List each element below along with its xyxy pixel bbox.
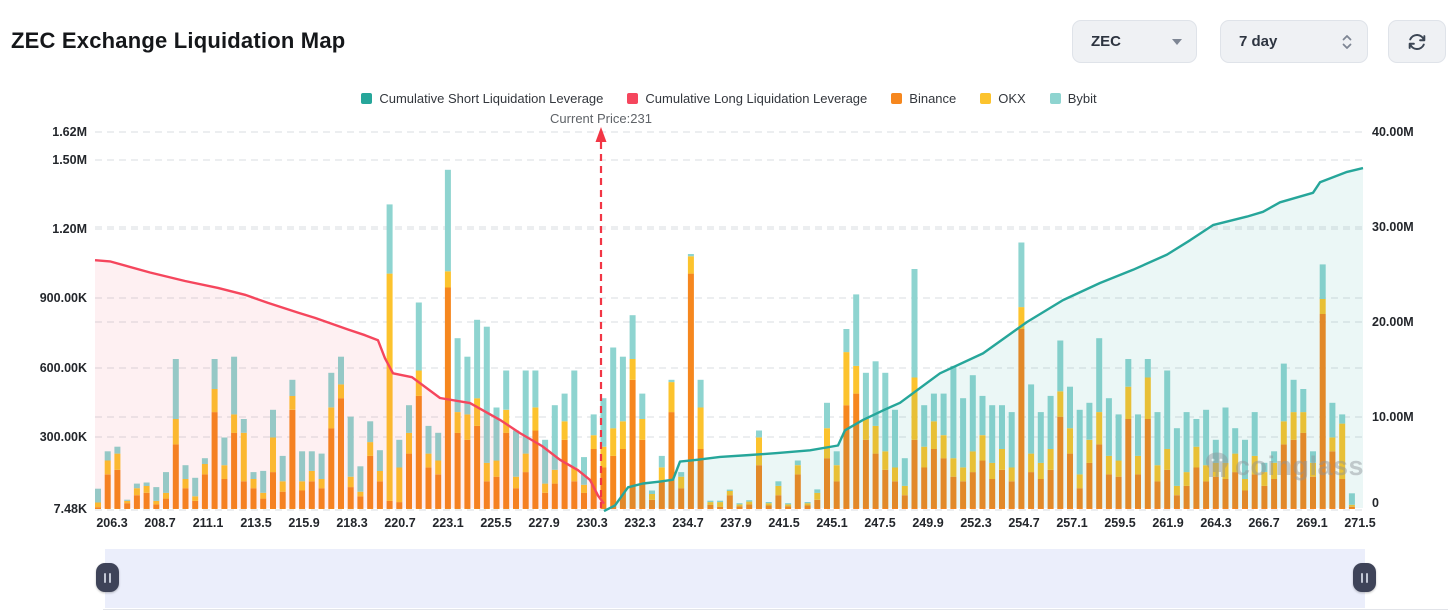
- brush-divider: [103, 609, 1448, 610]
- svg-text:218.3: 218.3: [336, 516, 367, 530]
- refresh-icon: [1406, 31, 1428, 53]
- svg-text:261.9: 261.9: [1152, 516, 1183, 530]
- svg-text:271.5: 271.5: [1344, 516, 1375, 530]
- svg-text:1.50M: 1.50M: [52, 153, 87, 167]
- brush-track[interactable]: [105, 549, 1365, 608]
- liquidation-chart-plot[interactable]: Current Price:231 1.62M 1.50M 1.20M 900.00K 6…: [0, 0, 1456, 545]
- svg-text:227.9: 227.9: [528, 516, 559, 530]
- legend-swatch: [980, 93, 992, 104]
- chevron-down-icon: [1172, 38, 1182, 45]
- svg-text:1.20M: 1.20M: [52, 222, 87, 236]
- legend-swatch: [361, 93, 373, 104]
- brush-handle-right[interactable]: [1353, 563, 1376, 592]
- chart-legend: Cumulative Short Liquidation Leverage Cum…: [95, 91, 1363, 106]
- range-select[interactable]: 7 day: [1220, 20, 1368, 63]
- svg-text:269.1: 269.1: [1296, 516, 1327, 530]
- legend-label: Cumulative Long Liquidation Leverage: [645, 91, 868, 106]
- svg-text:10.00M: 10.00M: [1372, 410, 1414, 424]
- svg-text:900.00K: 900.00K: [40, 291, 87, 305]
- page-title: ZEC Exchange Liquidation Map: [11, 28, 346, 53]
- svg-text:254.7: 254.7: [1008, 516, 1039, 530]
- svg-text:223.1: 223.1: [432, 516, 463, 530]
- legend-label: Bybit: [1067, 91, 1097, 106]
- legend-item-2[interactable]: Cumulative Long Liquidation Leverage: [627, 91, 867, 106]
- svg-text:225.5: 225.5: [480, 516, 511, 530]
- svg-text:213.5: 213.5: [240, 516, 271, 530]
- svg-text:247.5: 247.5: [864, 516, 895, 530]
- svg-text:237.9: 237.9: [720, 516, 751, 530]
- svg-text:0: 0: [1372, 496, 1379, 510]
- legend-label: Cumulative Short Liquidation Leverage: [379, 91, 604, 106]
- legend-item-5[interactable]: Bybit: [1049, 91, 1097, 106]
- svg-text:206.3: 206.3: [96, 516, 127, 530]
- svg-text:208.7: 208.7: [144, 516, 175, 530]
- svg-text:215.9: 215.9: [288, 516, 319, 530]
- legend-label: Binance: [909, 91, 957, 106]
- svg-text:245.1: 245.1: [816, 516, 847, 530]
- symbol-select[interactable]: ZEC: [1072, 20, 1197, 63]
- legend-item-4[interactable]: OKX: [980, 91, 1026, 106]
- range-select-value: 7 day: [1239, 33, 1278, 50]
- legend-swatch: [891, 93, 903, 104]
- legend-item-1[interactable]: Cumulative Short Liquidation Leverage: [361, 91, 603, 106]
- svg-text:241.5: 241.5: [768, 516, 799, 530]
- svg-text:20.00M: 20.00M: [1372, 315, 1414, 329]
- svg-text:252.3: 252.3: [960, 516, 991, 530]
- svg-text:259.5: 259.5: [1104, 516, 1135, 530]
- svg-text:249.9: 249.9: [912, 516, 943, 530]
- symbol-select-value: ZEC: [1091, 33, 1121, 50]
- svg-text:40.00M: 40.00M: [1372, 125, 1414, 139]
- legend-swatch: [627, 93, 639, 104]
- svg-text:Current Price:231: Current Price:231: [550, 111, 652, 126]
- svg-text:266.7: 266.7: [1248, 516, 1279, 530]
- refresh-button[interactable]: [1388, 20, 1446, 63]
- svg-text:264.3: 264.3: [1200, 516, 1231, 530]
- svg-text:600.00K: 600.00K: [40, 361, 87, 375]
- svg-text:232.3: 232.3: [624, 516, 655, 530]
- legend-swatch: [1049, 93, 1061, 104]
- spinner-up-down-icon: [1341, 32, 1353, 52]
- svg-text:7.48K: 7.48K: [54, 502, 87, 516]
- svg-text:1.62M: 1.62M: [52, 125, 87, 139]
- svg-text:211.1: 211.1: [193, 516, 224, 530]
- legend-item-3[interactable]: Binance: [891, 91, 956, 106]
- brush-handle-left[interactable]: [96, 563, 119, 592]
- svg-text:300.00K: 300.00K: [40, 430, 87, 444]
- svg-text:220.7: 220.7: [384, 516, 415, 530]
- legend-label: OKX: [998, 91, 1026, 106]
- svg-text:30.00M: 30.00M: [1372, 220, 1414, 234]
- svg-text:230.3: 230.3: [576, 516, 607, 530]
- svg-text:257.1: 257.1: [1056, 516, 1087, 530]
- svg-text:234.7: 234.7: [672, 516, 703, 530]
